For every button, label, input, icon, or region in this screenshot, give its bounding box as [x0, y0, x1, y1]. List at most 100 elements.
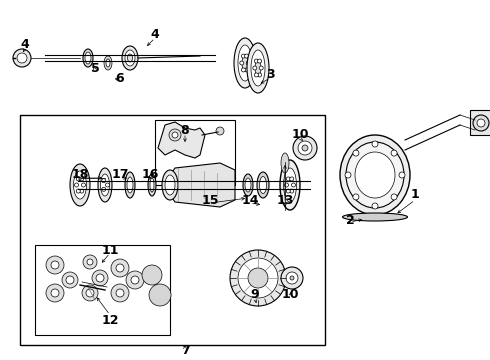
Text: 2: 2: [345, 213, 354, 226]
Circle shape: [292, 183, 295, 187]
Ellipse shape: [125, 172, 135, 198]
Text: 1: 1: [411, 189, 419, 202]
Circle shape: [86, 289, 94, 297]
Circle shape: [245, 54, 248, 58]
Text: 3: 3: [266, 68, 274, 81]
Text: 6: 6: [116, 72, 124, 85]
Text: 10: 10: [291, 129, 309, 141]
Circle shape: [116, 264, 124, 272]
Circle shape: [399, 172, 405, 178]
Circle shape: [66, 276, 74, 284]
Circle shape: [80, 189, 84, 193]
Text: 11: 11: [101, 243, 119, 256]
Circle shape: [74, 183, 78, 187]
Ellipse shape: [346, 142, 404, 208]
Circle shape: [240, 61, 244, 65]
Circle shape: [17, 53, 27, 63]
Circle shape: [290, 189, 294, 193]
Circle shape: [258, 59, 262, 63]
Circle shape: [285, 183, 289, 187]
Circle shape: [258, 73, 262, 77]
Circle shape: [391, 194, 397, 200]
Circle shape: [80, 177, 84, 181]
Ellipse shape: [251, 50, 265, 86]
Circle shape: [473, 115, 489, 131]
Circle shape: [238, 258, 278, 298]
Circle shape: [286, 272, 298, 284]
Circle shape: [111, 259, 129, 277]
Ellipse shape: [281, 153, 289, 173]
Bar: [35, 245, 170, 335]
Ellipse shape: [247, 43, 269, 93]
Circle shape: [102, 187, 106, 191]
Circle shape: [216, 127, 224, 135]
Circle shape: [248, 268, 268, 288]
Text: 4: 4: [150, 28, 159, 41]
Circle shape: [246, 61, 250, 65]
Ellipse shape: [355, 152, 395, 198]
Circle shape: [76, 189, 80, 193]
Circle shape: [92, 270, 108, 286]
Circle shape: [102, 179, 106, 183]
Ellipse shape: [100, 174, 109, 196]
Circle shape: [82, 285, 98, 301]
Ellipse shape: [148, 174, 156, 196]
Circle shape: [290, 177, 294, 181]
Circle shape: [286, 189, 290, 193]
Ellipse shape: [242, 55, 248, 71]
Ellipse shape: [104, 56, 112, 70]
Circle shape: [242, 54, 245, 58]
Circle shape: [286, 177, 290, 181]
Text: 4: 4: [21, 39, 29, 51]
Ellipse shape: [260, 176, 267, 194]
Ellipse shape: [98, 168, 112, 202]
Ellipse shape: [343, 213, 408, 221]
Circle shape: [477, 119, 485, 127]
Bar: [155, 120, 235, 185]
Circle shape: [345, 172, 351, 178]
Circle shape: [111, 284, 129, 302]
Ellipse shape: [280, 160, 300, 210]
Circle shape: [230, 250, 286, 306]
Bar: [20, 115, 325, 345]
Circle shape: [76, 177, 80, 181]
Ellipse shape: [243, 174, 253, 196]
Polygon shape: [170, 163, 235, 207]
Circle shape: [293, 136, 317, 160]
Ellipse shape: [162, 170, 178, 200]
Circle shape: [298, 141, 312, 155]
Circle shape: [87, 259, 93, 265]
Circle shape: [46, 256, 64, 274]
Text: 9: 9: [251, 288, 259, 302]
Ellipse shape: [340, 135, 410, 215]
Text: 13: 13: [276, 194, 294, 207]
Circle shape: [302, 145, 308, 151]
Ellipse shape: [106, 59, 110, 67]
Text: 12: 12: [101, 314, 119, 327]
Circle shape: [353, 150, 359, 156]
Ellipse shape: [234, 38, 256, 88]
Ellipse shape: [238, 45, 252, 81]
Text: 7: 7: [181, 343, 189, 356]
Circle shape: [116, 289, 124, 297]
Text: 16: 16: [141, 168, 159, 181]
Text: 8: 8: [181, 123, 189, 136]
Ellipse shape: [284, 168, 296, 202]
Text: 14: 14: [241, 194, 259, 207]
Text: 18: 18: [72, 168, 89, 181]
Ellipse shape: [150, 178, 154, 192]
Ellipse shape: [255, 60, 261, 76]
Ellipse shape: [70, 164, 90, 206]
Circle shape: [254, 73, 258, 77]
Polygon shape: [158, 122, 205, 158]
Ellipse shape: [127, 54, 132, 62]
Ellipse shape: [165, 175, 175, 195]
Bar: [470, 110, 490, 135]
Circle shape: [81, 183, 85, 187]
Circle shape: [105, 183, 109, 187]
Circle shape: [259, 66, 263, 70]
Circle shape: [83, 255, 97, 269]
Circle shape: [372, 203, 378, 209]
Circle shape: [172, 132, 178, 138]
Ellipse shape: [122, 46, 138, 70]
